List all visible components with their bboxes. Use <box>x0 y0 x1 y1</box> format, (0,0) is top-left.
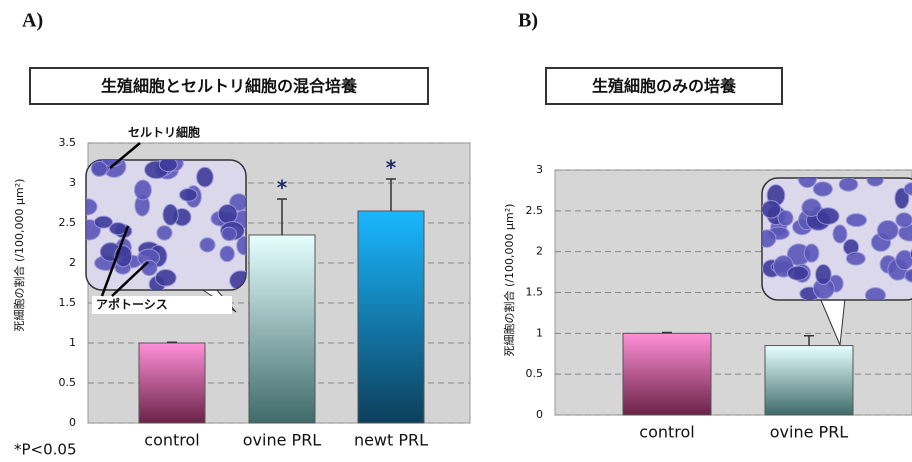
cell <box>90 160 108 177</box>
cell <box>801 198 822 217</box>
error-bar <box>277 198 287 235</box>
cell <box>93 215 114 229</box>
cell <box>903 181 912 196</box>
cells <box>762 178 912 300</box>
cell <box>108 221 128 236</box>
cell <box>845 251 866 266</box>
x-tick-label: control <box>639 423 694 442</box>
cell <box>895 249 912 271</box>
cell <box>162 203 179 226</box>
bar <box>357 210 425 424</box>
y-tick-label: 0 <box>536 408 543 421</box>
chart-title: 生殖細胞のみの培養 <box>592 77 736 96</box>
cell <box>140 259 158 277</box>
y-tick-label: 2.5 <box>526 204 544 217</box>
y-tick-label: 0 <box>69 416 76 429</box>
panel-label: B) <box>518 10 538 32</box>
cell <box>86 198 98 216</box>
bar <box>248 234 316 424</box>
cell <box>178 187 198 202</box>
cell <box>156 225 173 241</box>
x-tick-label: ovine PRL <box>243 431 322 450</box>
error-bar <box>804 335 814 346</box>
annotation: セルトリ細胞 <box>128 125 200 140</box>
panel-label: A) <box>22 10 43 32</box>
annotation-arrow <box>100 225 149 297</box>
bar <box>138 342 206 424</box>
y-tick-label: 3 <box>69 176 76 189</box>
footnote: *P<0.05 <box>14 441 77 459</box>
significance-mark: * <box>277 176 288 200</box>
cell <box>864 287 886 300</box>
bar <box>622 332 712 416</box>
y-tick-label: 2 <box>69 256 76 269</box>
cell <box>217 204 238 225</box>
cell <box>199 237 216 253</box>
y-axis-label: 死細胞の割合 (/100,000 μm²) <box>12 179 26 332</box>
y-tick-label: 2.5 <box>59 216 77 229</box>
x-tick-label: ovine PRL <box>770 423 849 442</box>
cell <box>236 235 246 256</box>
y-axis-label: 死細胞の割合 (/100,000 μm²) <box>502 204 516 357</box>
cell <box>832 224 848 244</box>
cell <box>904 267 912 284</box>
cell <box>229 270 246 290</box>
annotation-bg <box>92 296 232 314</box>
cell <box>154 269 177 287</box>
cell <box>894 187 910 210</box>
x-tick-label: newt PRL <box>354 431 428 450</box>
cell <box>876 219 899 241</box>
cell <box>777 210 794 227</box>
cell <box>816 207 840 225</box>
cell <box>133 179 152 201</box>
cell <box>762 200 782 219</box>
annotation: アポトーシス <box>96 297 168 312</box>
y-tick-label: 0.5 <box>526 367 544 380</box>
y-tick-label: 1 <box>536 326 543 339</box>
title-box <box>29 67 429 105</box>
x-tick-label: control <box>144 431 199 450</box>
title-box <box>545 67 783 105</box>
bar <box>764 345 854 416</box>
cell <box>895 212 912 228</box>
cell <box>815 263 832 285</box>
cell <box>838 178 859 192</box>
significance-mark: * <box>386 156 397 180</box>
cell <box>219 245 235 263</box>
cell <box>812 181 833 197</box>
cell <box>158 160 178 172</box>
y-tick-label: 0.5 <box>59 376 77 389</box>
y-tick-label: 1 <box>69 336 76 349</box>
cell <box>803 243 820 263</box>
y-tick-label: 3 <box>536 163 543 176</box>
y-tick-label: 1.5 <box>59 296 77 309</box>
y-tick-label: 2 <box>536 245 543 258</box>
callout-pointer <box>819 297 846 347</box>
cell <box>762 229 777 248</box>
cell <box>221 226 237 242</box>
cell <box>845 213 868 228</box>
chart-title: 生殖細胞とセルトリ細胞の混合培養 <box>101 77 357 96</box>
cell <box>797 178 818 189</box>
cell <box>196 166 214 188</box>
error-bar <box>662 331 672 334</box>
y-tick-label: 1.5 <box>526 286 544 299</box>
annotation-arrow <box>109 142 141 169</box>
cell <box>787 265 809 281</box>
y-tick-label: 3.5 <box>59 136 77 149</box>
cell <box>866 178 884 187</box>
error-bar <box>167 341 177 343</box>
cell <box>909 246 912 262</box>
error-bar <box>386 178 396 211</box>
